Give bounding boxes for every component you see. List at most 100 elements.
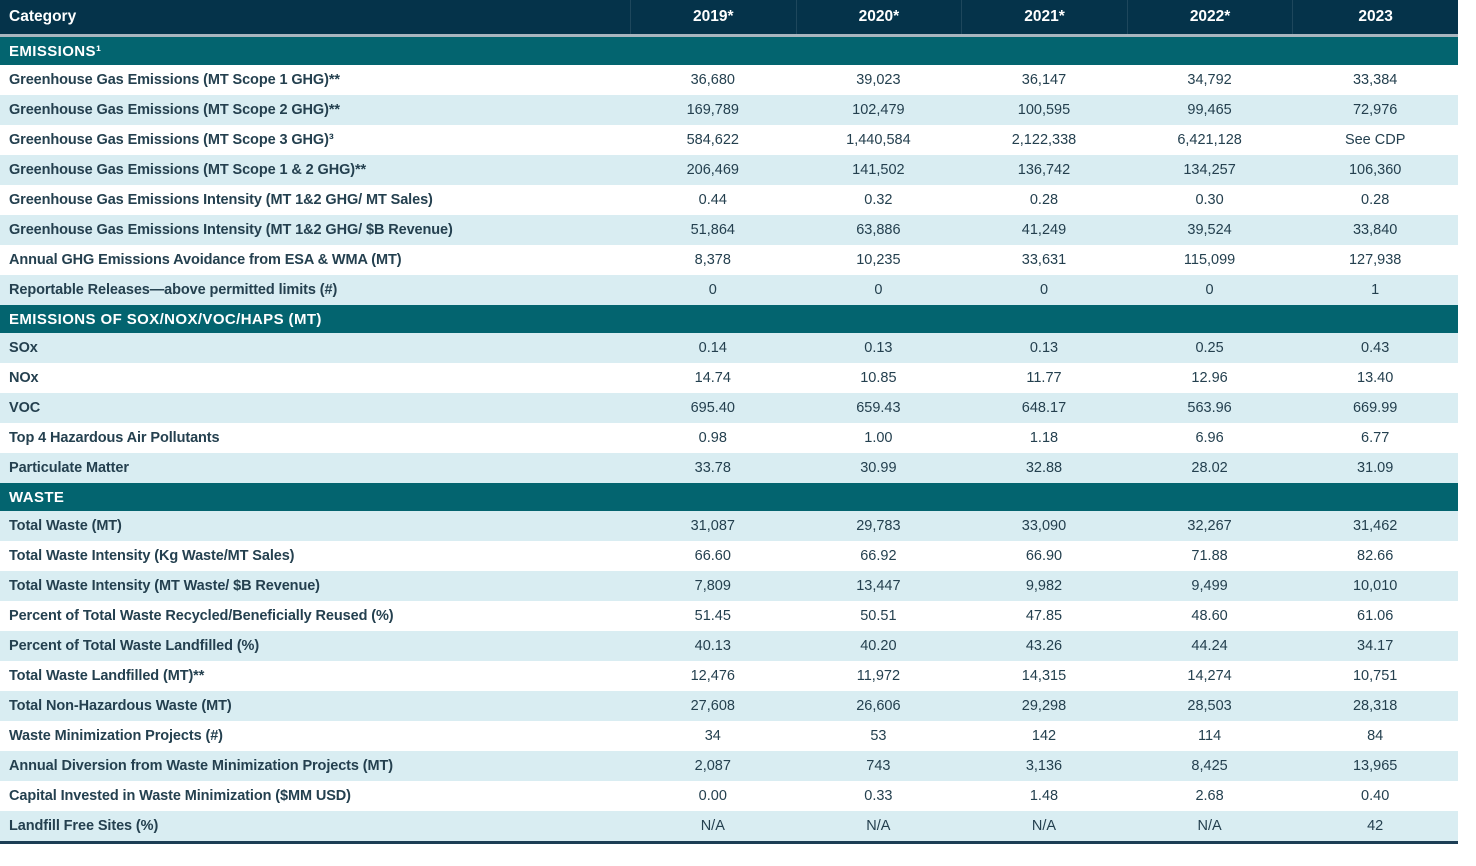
cell-value: 12.96 xyxy=(1191,370,1228,386)
cell-value: 33.78 xyxy=(694,460,731,476)
table-row: Greenhouse Gas Emissions (MT Scope 1 & 2… xyxy=(0,155,1458,185)
row-label: NOx xyxy=(9,370,39,386)
section-header-2: EMISSIONS OF SOX/NOX/VOC/HAPS (MT) xyxy=(0,305,1458,333)
table-header-row: Category 2019* 2020* 2021* 2022* 2023 xyxy=(0,0,1458,34)
cell-value: 72,976 xyxy=(1352,102,1398,118)
cell-value: 42 xyxy=(1367,818,1384,834)
cell-value: 0.00 xyxy=(698,788,727,804)
cell-value: 26,606 xyxy=(856,698,901,714)
column-header-year-4: 2022* xyxy=(1126,0,1293,34)
row-label: VOC xyxy=(9,400,41,416)
cell-value: 84 xyxy=(1367,728,1384,744)
cell-value: 10,751 xyxy=(1352,668,1398,684)
cell-value: 33,631 xyxy=(1021,252,1067,268)
table-row: SOx 0.14 0.13 0.13 0.25 0.43 xyxy=(0,333,1458,363)
cell-value: 1.48 xyxy=(1029,788,1059,804)
cell-value: 169,789 xyxy=(686,102,739,118)
cell-value: 10,235 xyxy=(856,252,901,268)
cell-value: 14,315 xyxy=(1021,668,1067,684)
cell-value: 51.45 xyxy=(694,608,731,624)
cell-value: 1,440,584 xyxy=(846,132,911,148)
cell-value: 563.96 xyxy=(1187,400,1232,416)
cell-value: 584,622 xyxy=(686,132,739,148)
cell-value: 28,318 xyxy=(1352,698,1398,714)
cell-value: 66.92 xyxy=(860,548,897,564)
row-label: Total Waste (MT) xyxy=(9,518,122,534)
table-row: Total Waste Intensity (Kg Waste/MT Sales… xyxy=(0,541,1458,571)
row-label: Greenhouse Gas Emissions (MT Scope 3 GHG… xyxy=(9,132,334,148)
cell-value: 34.17 xyxy=(1357,638,1394,654)
cell-value: 27,608 xyxy=(690,698,735,714)
cell-value: N/A xyxy=(700,818,725,834)
cell-value: N/A xyxy=(866,818,891,834)
table-row: Annual GHG Emissions Avoidance from ESA … xyxy=(0,245,1458,275)
cell-value: 141,502 xyxy=(852,162,905,178)
cell-value: 8,378 xyxy=(694,252,731,268)
table-row: VOC 695.40 659.43 648.17 563.96 669.99 xyxy=(0,393,1458,423)
cell-value: 0.28 xyxy=(1029,192,1059,208)
cell-value: 743 xyxy=(866,758,891,774)
row-label: Greenhouse Gas Emissions (MT Scope 2 GHG… xyxy=(9,102,340,118)
cell-value: 32.88 xyxy=(1025,460,1063,476)
cell-value: 102,479 xyxy=(852,102,905,118)
column-header-category: Category xyxy=(9,8,77,25)
table-row: Greenhouse Gas Emissions Intensity (MT 1… xyxy=(0,185,1458,215)
cell-value: 206,469 xyxy=(686,162,739,178)
cell-value: 1.00 xyxy=(864,430,893,446)
cell-value: 114 xyxy=(1198,728,1222,744)
table-row: Landfill Free Sites (%) N/A N/A N/A N/A 42 xyxy=(0,811,1458,841)
cell-value: 0.30 xyxy=(1195,192,1224,208)
cell-value: 63,886 xyxy=(856,222,901,238)
table-row: Reportable Releases—above permitted limi… xyxy=(0,275,1458,305)
cell-value: 0.40 xyxy=(1361,788,1390,804)
cell-value: N/A xyxy=(1031,818,1057,834)
cell-value: 11,972 xyxy=(856,668,901,684)
cell-value: 648.17 xyxy=(1021,400,1067,416)
cell-value: 142 xyxy=(1031,728,1057,744)
table-row: Capital Invested in Waste Minimization (… xyxy=(0,781,1458,811)
row-label: Percent of Total Waste Landfilled (%) xyxy=(9,638,260,654)
cell-value: 99,465 xyxy=(1187,102,1232,118)
cell-value: 1.18 xyxy=(1029,430,1059,446)
row-label: Annual Diversion from Waste Minimization… xyxy=(9,758,393,774)
cell-value: 0.44 xyxy=(698,192,727,208)
cell-value: N/A xyxy=(1197,818,1222,834)
section-header-3: WASTE xyxy=(0,483,1458,511)
cell-value: 7,809 xyxy=(694,578,731,594)
cell-value: 53 xyxy=(870,728,887,744)
cell-value: 0 xyxy=(1039,282,1049,298)
table-row: Total Waste Intensity (MT Waste/ $B Reve… xyxy=(0,571,1458,601)
cell-value: 659.43 xyxy=(856,400,901,416)
cell-value: 0 xyxy=(1205,282,1214,298)
cell-value: 0.43 xyxy=(1361,340,1390,356)
cell-value: 136,742 xyxy=(1017,162,1071,178)
table-row: Top 4 Hazardous Air Pollutants 0.98 1.00 1.… xyxy=(0,423,1458,453)
cell-value: 14.74 xyxy=(694,370,731,386)
cell-value: 13,965 xyxy=(1352,758,1398,774)
cell-value: 0.28 xyxy=(1361,192,1390,208)
row-label: Greenhouse Gas Emissions (MT Scope 1 GHG… xyxy=(9,72,340,88)
cell-value: 115,099 xyxy=(1183,252,1236,268)
cell-value: 43.26 xyxy=(1025,638,1063,654)
table-row: Greenhouse Gas Emissions (MT Scope 3 GHG… xyxy=(0,125,1458,155)
cell-value: 29,298 xyxy=(1021,698,1067,714)
row-label: Greenhouse Gas Emissions Intensity (MT 1… xyxy=(9,222,453,238)
row-label: Top 4 Hazardous Air Pollutants xyxy=(9,430,220,446)
cell-value: 39,023 xyxy=(856,72,901,88)
cell-value: 0.33 xyxy=(864,788,893,804)
cell-value: 8,425 xyxy=(1191,758,1228,774)
cell-value: 39,524 xyxy=(1187,222,1232,238)
cell-value: 0.14 xyxy=(698,340,727,356)
cell-value: 40.13 xyxy=(694,638,731,654)
cell-value: 695.40 xyxy=(690,400,735,416)
cell-value: 12,476 xyxy=(690,668,735,684)
cell-value: 669.99 xyxy=(1352,400,1398,416)
cell-value: See CDP xyxy=(1344,132,1406,148)
row-label: Landfill Free Sites (%) xyxy=(9,818,159,834)
row-label: Annual GHG Emissions Avoidance from ESA … xyxy=(9,252,402,268)
cell-value: 0.13 xyxy=(1029,340,1059,356)
table-row: Percent of Total Waste Landfilled (%) 40.… xyxy=(0,631,1458,661)
cell-value: 36,147 xyxy=(1021,72,1067,88)
column-header-year-1: 2019* xyxy=(630,0,796,34)
cell-value: 9,982 xyxy=(1025,578,1063,594)
